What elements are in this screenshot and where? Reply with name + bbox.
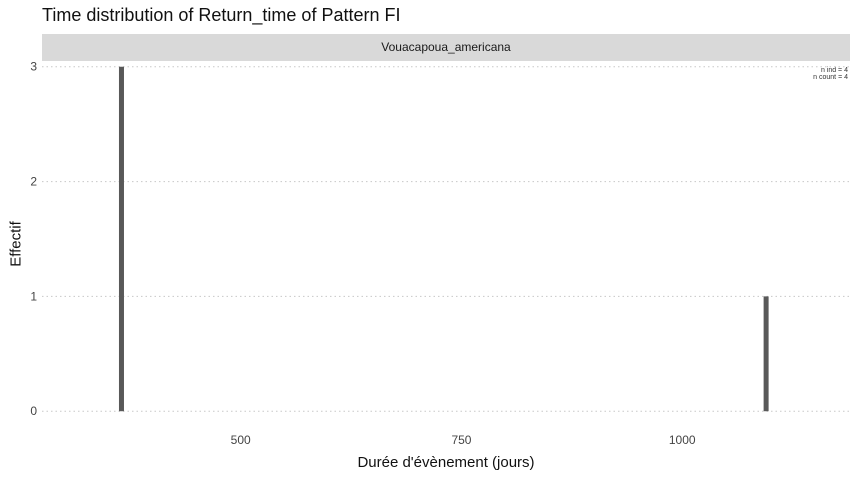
annotation-n-ind: n ind = 4 [820, 67, 848, 74]
facet-label: Vouacapoua_americana [381, 40, 511, 54]
y-tick-label: 3 [30, 60, 37, 74]
y-tick-label: 2 [30, 175, 37, 189]
y-tick-label: 0 [30, 404, 37, 418]
bar [763, 296, 769, 412]
bar [118, 66, 124, 412]
annotation-n-count: n count = 4 [813, 74, 848, 81]
x-tick-label: 750 [451, 433, 471, 447]
chart-title: Time distribution of Return_time of Patt… [42, 5, 401, 25]
x-axis-label: Durée d'évènement (jours) [357, 454, 535, 471]
x-tick-label: 1000 [669, 433, 696, 447]
y-tick-label: 1 [30, 289, 37, 303]
facet-strip: Vouacapoua_americana [42, 34, 850, 61]
x-tick-label: 500 [231, 433, 251, 447]
